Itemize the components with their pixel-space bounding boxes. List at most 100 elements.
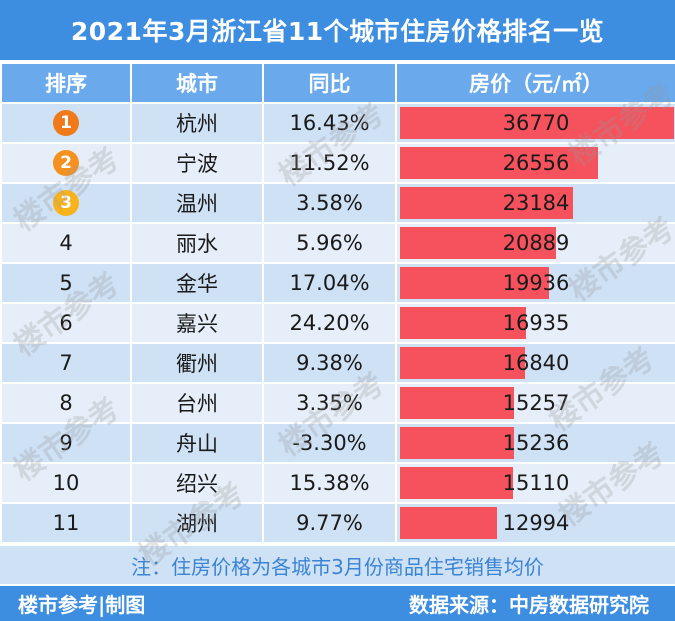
price-bar — [400, 307, 526, 339]
price-label: 15257 — [502, 391, 570, 415]
yoy-cell: 17.04% — [262, 262, 397, 304]
price-label: 15236 — [502, 431, 570, 455]
city-cell: 舟山 — [130, 422, 264, 464]
city-cell: 台州 — [130, 382, 264, 424]
price-cell: 23184 — [395, 182, 675, 224]
rank-medal-icon: 2 — [53, 150, 79, 176]
price-label: 23184 — [502, 191, 570, 215]
price-bar — [400, 187, 573, 219]
header-rank: 排序 — [0, 62, 132, 104]
rank-number: 7 — [59, 351, 73, 375]
price-cell: 19936 — [395, 262, 675, 304]
rank-number: 10 — [52, 471, 80, 495]
price-label: 26556 — [502, 151, 570, 175]
city-cell: 嘉兴 — [130, 302, 264, 344]
table-row: 1 杭州 16.43% 36770 — [0, 102, 675, 144]
price-bar — [400, 107, 674, 139]
yoy-cell: 16.43% — [262, 102, 397, 144]
price-bar — [400, 387, 514, 419]
yoy-cell: 15.38% — [262, 462, 397, 504]
price-bar — [400, 427, 514, 459]
footnote: 注：住房价格为各城市3月份商品住宅销售均价 — [0, 546, 675, 584]
footer-credit: 楼市参考|制图 — [18, 593, 146, 617]
city-cell: 温州 — [130, 182, 264, 224]
price-bar — [400, 147, 598, 179]
rank-cell: 1 — [0, 102, 132, 144]
table-row: 8 台州 3.35% 15257 — [0, 382, 675, 424]
page-title: 2021年3月浙江省11个城市住房价格排名一览 — [0, 0, 675, 60]
price-label: 19936 — [502, 271, 570, 295]
yoy-cell: 9.77% — [262, 502, 397, 544]
city-cell: 丽水 — [130, 222, 264, 264]
rank-cell: 6 — [0, 302, 132, 344]
header-price: 房价（元/㎡） — [395, 62, 675, 104]
rank-cell: 3 — [0, 182, 132, 224]
rank-cell: 11 — [0, 502, 132, 544]
rank-number: 4 — [59, 231, 73, 255]
city-cell: 衢州 — [130, 342, 264, 384]
price-cell: 36770 — [395, 102, 675, 144]
table-row: 11 湖州 9.77% 12994 — [0, 502, 675, 544]
rank-cell: 8 — [0, 382, 132, 424]
footer-source: 数据来源：中房数据研究院 — [409, 593, 649, 617]
price-bar — [400, 507, 497, 539]
city-cell: 宁波 — [130, 142, 264, 184]
price-bar — [400, 227, 556, 259]
rank-medal-icon: 1 — [53, 110, 79, 136]
table-row: 6 嘉兴 24.20% 16935 — [0, 302, 675, 344]
price-label: 16840 — [502, 351, 570, 375]
price-bar — [400, 467, 513, 499]
yoy-cell: 11.52% — [262, 142, 397, 184]
price-label: 20889 — [502, 231, 570, 255]
rank-cell: 5 — [0, 262, 132, 304]
rank-number: 8 — [59, 391, 73, 415]
rank-number: 11 — [52, 511, 80, 535]
table-row: 10 绍兴 15.38% 15110 — [0, 462, 675, 504]
price-bar — [400, 267, 549, 299]
city-cell: 湖州 — [130, 502, 264, 544]
rank-cell: 10 — [0, 462, 132, 504]
city-cell: 金华 — [130, 262, 264, 304]
header-yoy: 同比 — [262, 62, 397, 104]
price-cell: 12994 — [395, 502, 675, 544]
footer-bar: 楼市参考|制图 数据来源：中房数据研究院 — [0, 586, 675, 621]
table-row: 9 舟山 -3.30% 15236 — [0, 422, 675, 464]
price-cell: 15257 — [395, 382, 675, 424]
table-row: 3 温州 3.58% 23184 — [0, 182, 675, 224]
table-header-row: 排序 城市 同比 房价（元/㎡） — [0, 62, 675, 104]
table-row: 5 金华 17.04% 19936 — [0, 262, 675, 304]
rank-cell: 9 — [0, 422, 132, 464]
price-label: 36770 — [502, 111, 570, 135]
price-cell: 16935 — [395, 302, 675, 344]
price-bar — [400, 347, 525, 379]
yoy-cell: 3.35% — [262, 382, 397, 424]
table-row: 7 衢州 9.38% 16840 — [0, 342, 675, 384]
yoy-cell: 5.96% — [262, 222, 397, 264]
header-city: 城市 — [130, 62, 264, 104]
city-cell: 绍兴 — [130, 462, 264, 504]
rank-number: 6 — [59, 311, 73, 335]
rank-cell: 2 — [0, 142, 132, 184]
table-body: 1 杭州 16.43% 36770 2 宁波 11.52% 26556 3 温州 3.58% 2318… — [0, 102, 675, 544]
yoy-cell: 3.58% — [262, 182, 397, 224]
price-label: 12994 — [502, 511, 570, 535]
city-cell: 杭州 — [130, 102, 264, 144]
price-cell: 15236 — [395, 422, 675, 464]
price-cell: 20889 — [395, 222, 675, 264]
price-cell: 16840 — [395, 342, 675, 384]
table-row: 4 丽水 5.96% 20889 — [0, 222, 675, 264]
rank-cell: 7 — [0, 342, 132, 384]
rank-cell: 4 — [0, 222, 132, 264]
price-label: 15110 — [502, 471, 570, 495]
rank-medal-icon: 3 — [53, 190, 79, 216]
rank-number: 5 — [59, 271, 73, 295]
yoy-cell: -3.30% — [262, 422, 397, 464]
price-cell: 15110 — [395, 462, 675, 504]
price-ranking-table: 排序 城市 同比 房价（元/㎡） 1 杭州 16.43% 36770 2 宁波 11.52%… — [0, 62, 675, 544]
yoy-cell: 24.20% — [262, 302, 397, 344]
rank-number: 9 — [59, 431, 73, 455]
price-label: 16935 — [502, 311, 570, 335]
price-cell: 26556 — [395, 142, 675, 184]
yoy-cell: 9.38% — [262, 342, 397, 384]
